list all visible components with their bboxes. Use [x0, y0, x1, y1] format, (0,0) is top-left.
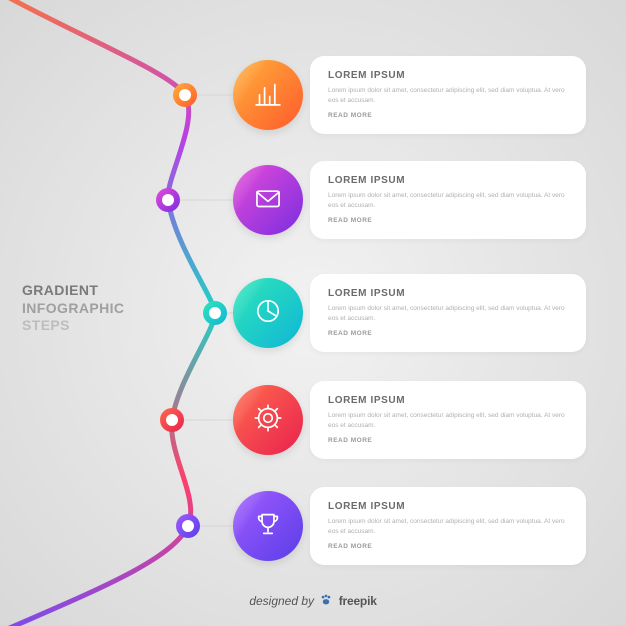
- trophy-icon: [251, 507, 285, 546]
- step-body: Lorem ipsum dolor sit amet, consectetur …: [328, 191, 568, 211]
- step-card: LOREM IPSUM Lorem ipsum dolor sit amet, c…: [310, 274, 586, 352]
- spine-nodes: [156, 83, 227, 538]
- step-badge: [233, 385, 303, 455]
- envelope-icon: [251, 181, 285, 220]
- title-line-2: INFOGRAPHIC: [22, 300, 162, 318]
- title-line-1: GRADIENT: [22, 282, 162, 300]
- pie-chart-icon: [251, 294, 285, 333]
- step-title: LOREM IPSUM: [328, 70, 568, 81]
- read-more-link[interactable]: READ MORE: [328, 437, 568, 444]
- step-body: Lorem ipsum dolor sit amet, consectetur …: [328, 411, 568, 431]
- attribution-brand: freepik: [339, 594, 377, 608]
- read-more-link[interactable]: READ MORE: [328, 330, 568, 337]
- gear-icon: [251, 401, 285, 440]
- read-more-link[interactable]: READ MORE: [328, 543, 568, 550]
- step-title: LOREM IPSUM: [328, 288, 568, 299]
- step-title: LOREM IPSUM: [328, 395, 568, 406]
- freepik-logo-icon: [319, 593, 333, 607]
- step-card: LOREM IPSUM Lorem ipsum dolor sit amet, c…: [310, 56, 586, 134]
- title-line-3: STEPS: [22, 317, 162, 335]
- step-card: LOREM IPSUM Lorem ipsum dolor sit amet, c…: [310, 487, 586, 565]
- read-more-link[interactable]: READ MORE: [328, 112, 568, 119]
- main-title: GRADIENT INFOGRAPHIC STEPS: [22, 282, 162, 335]
- attribution: designed by freepik: [0, 593, 626, 608]
- step-body: Lorem ipsum dolor sit amet, consectetur …: [328, 86, 568, 106]
- step-card: LOREM IPSUM Lorem ipsum dolor sit amet, c…: [310, 161, 586, 239]
- step-body: Lorem ipsum dolor sit amet, consectetur …: [328, 304, 568, 324]
- step-title: LOREM IPSUM: [328, 501, 568, 512]
- step-badge: [233, 165, 303, 235]
- attribution-prefix: designed by: [249, 594, 314, 608]
- step-card: LOREM IPSUM Lorem ipsum dolor sit amet, c…: [310, 381, 586, 459]
- step-badge: [233, 60, 303, 130]
- step-body: Lorem ipsum dolor sit amet, consectetur …: [328, 517, 568, 537]
- step-badge: [233, 278, 303, 348]
- bar-chart-icon: [251, 76, 285, 115]
- step-badge: [233, 491, 303, 561]
- step-title: LOREM IPSUM: [328, 175, 568, 186]
- read-more-link[interactable]: READ MORE: [328, 217, 568, 224]
